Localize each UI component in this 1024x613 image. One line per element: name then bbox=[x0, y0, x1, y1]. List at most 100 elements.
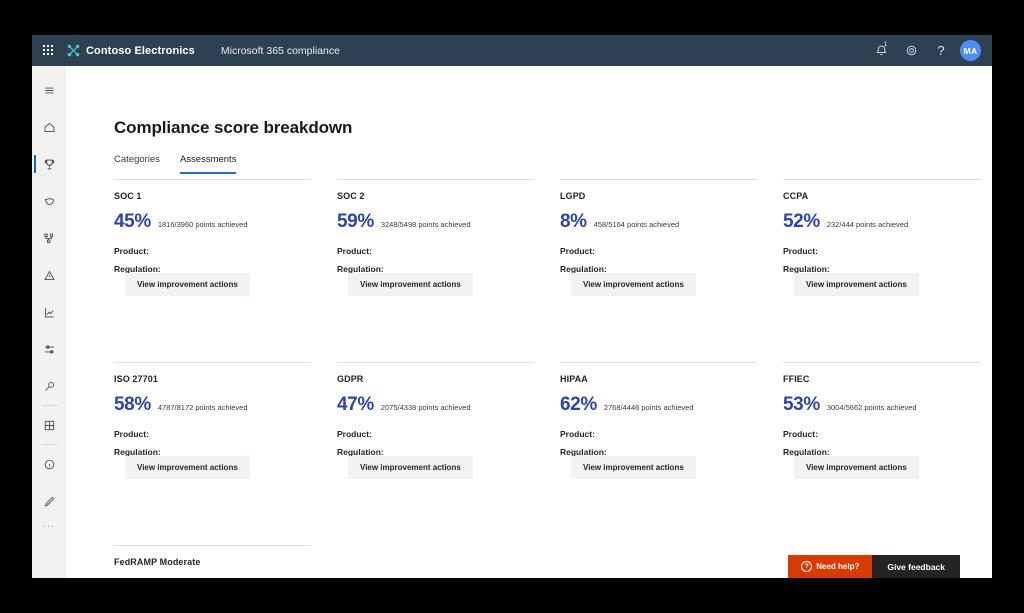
score-row: 58% 4787/8172 points achieved bbox=[114, 394, 311, 416]
tab-assessments[interactable]: Assessments bbox=[179, 154, 237, 174]
tab-strip: Categories Assessments bbox=[114, 154, 237, 174]
sidebar-item-alerts[interactable] bbox=[32, 261, 66, 289]
assessment-card: LGPD 8% 458/5164 points achieved Product… bbox=[560, 179, 757, 362]
assessment-name: LGPD bbox=[560, 191, 586, 201]
need-help-label: Need help? bbox=[816, 562, 860, 571]
assessment-name: CCPA bbox=[783, 191, 809, 201]
score-points: 4787/8172 points achieved bbox=[157, 403, 248, 412]
view-improvement-actions-button[interactable]: View improvement actions bbox=[125, 273, 250, 296]
feedback-bar: ? Need help? Give feedback bbox=[788, 555, 960, 578]
sidebar-item-apps-grid[interactable] bbox=[32, 411, 66, 439]
view-improvement-actions-button[interactable]: View improvement actions bbox=[571, 456, 696, 479]
sidebar-item-shield[interactable] bbox=[32, 187, 66, 215]
suite-bar-actions: 1 ? MA bbox=[866, 35, 992, 66]
tab-categories[interactable]: Categories bbox=[114, 154, 160, 165]
assessment-card: SOC 1 45% 1816/3960 points achieved Prod… bbox=[114, 179, 311, 362]
gear-icon[interactable] bbox=[896, 35, 926, 66]
product-label: Product: bbox=[560, 246, 595, 256]
score-row: 78% 14232/18144 points achieved bbox=[114, 577, 311, 578]
page-title: Compliance score breakdown bbox=[114, 118, 353, 137]
score-row: 52% 232/444 points achieved bbox=[783, 211, 980, 233]
assessment-card: GDPR 47% 2075/4338 points achieved Produ… bbox=[337, 362, 534, 545]
view-improvement-actions-button[interactable]: View improvement actions bbox=[571, 273, 696, 296]
regulation-label: Regulation: bbox=[783, 447, 830, 457]
view-improvement-actions-button[interactable]: View improvement actions bbox=[794, 456, 919, 479]
bell-icon[interactable]: 1 bbox=[866, 35, 896, 66]
sidebar-item-info[interactable] bbox=[32, 450, 66, 478]
assessment-name: ISO 27701 bbox=[114, 374, 158, 384]
score-row: 59% 3248/5498 points achieved bbox=[337, 211, 534, 233]
regulation-label: Regulation: bbox=[560, 264, 607, 274]
notification-badge: 1 bbox=[884, 42, 888, 48]
sidebar-more-button[interactable]: ··· bbox=[42, 520, 56, 532]
score-row: 53% 3004/5662 points achieved bbox=[783, 394, 980, 416]
product-label: Product: bbox=[337, 246, 372, 256]
score-percent: 52% bbox=[783, 211, 820, 232]
score-points: 458/5164 points achieved bbox=[593, 220, 680, 229]
help-label: ? bbox=[937, 43, 945, 58]
avatar[interactable]: MA bbox=[960, 40, 981, 61]
sidebar-item-solutions[interactable] bbox=[32, 224, 66, 252]
score-points: 2768/4446 points achieved bbox=[603, 403, 694, 412]
sidebar-item-settings-sliders[interactable] bbox=[32, 335, 66, 363]
score-percent: 53% bbox=[783, 394, 820, 415]
regulation-label: Regulation: bbox=[114, 264, 161, 274]
score-percent: 59% bbox=[337, 211, 374, 232]
score-points: 2075/4338 points achieved bbox=[380, 403, 471, 412]
sidebar-item-compliance-score[interactable] bbox=[32, 150, 66, 178]
help-icon[interactable]: ? bbox=[926, 35, 956, 66]
score-points: 1816/3960 points achieved bbox=[157, 220, 248, 229]
view-improvement-actions-button[interactable]: View improvement actions bbox=[794, 273, 919, 296]
contoso-logo-icon bbox=[67, 44, 80, 57]
give-feedback-button[interactable]: Give feedback bbox=[872, 555, 960, 578]
score-points: 232/444 points achieved bbox=[826, 220, 909, 229]
product-label: Product: bbox=[783, 429, 818, 439]
view-improvement-actions-button[interactable]: View improvement actions bbox=[125, 456, 250, 479]
assessment-card: SOC 2 59% 3248/5498 points achieved Prod… bbox=[337, 179, 534, 362]
assessment-name: FedRAMP Moderate bbox=[114, 557, 201, 567]
regulation-label: Regulation: bbox=[783, 264, 830, 274]
score-points: 3004/5662 points achieved bbox=[826, 403, 917, 412]
brand-name[interactable]: Contoso Electronics bbox=[86, 44, 195, 57]
score-percent: 45% bbox=[114, 211, 151, 232]
hamburger-menu-icon[interactable] bbox=[32, 76, 66, 104]
score-row: 45% 1816/3960 points achieved bbox=[114, 211, 311, 233]
score-percent: 58% bbox=[114, 394, 151, 415]
need-help-button[interactable]: ? Need help? bbox=[788, 555, 873, 578]
regulation-label: Regulation: bbox=[337, 447, 384, 457]
view-improvement-actions-button[interactable]: View improvement actions bbox=[348, 456, 473, 479]
assessment-card: HIPAA 62% 2768/4446 points achieved Prod… bbox=[560, 362, 757, 545]
score-percent: 8% bbox=[560, 211, 587, 232]
assessment-card: ISO 27701 58% 4787/8172 points achieved … bbox=[114, 362, 311, 545]
regulation-label: Regulation: bbox=[337, 264, 384, 274]
regulation-label: Regulation: bbox=[114, 447, 161, 457]
score-row: 47% 2075/4338 points achieved bbox=[337, 394, 534, 416]
assessment-card-grid: SOC 1 45% 1816/3960 points achieved Prod… bbox=[114, 179, 992, 578]
score-percent: 62% bbox=[560, 394, 597, 415]
regulation-label: Regulation: bbox=[560, 447, 607, 457]
app-name[interactable]: Microsoft 365 compliance bbox=[220, 44, 340, 57]
assessment-card: FedRAMP Moderate 78% 14232/18144 points … bbox=[114, 545, 311, 578]
app-launcher-icon[interactable] bbox=[43, 44, 55, 57]
product-label: Product: bbox=[114, 246, 149, 256]
assessment-card: FFIEC 53% 3004/5662 points achieved Prod… bbox=[783, 362, 980, 545]
product-label: Product: bbox=[337, 429, 372, 439]
nav-divider-2 bbox=[40, 444, 57, 445]
view-improvement-actions-button[interactable]: View improvement actions bbox=[348, 273, 473, 296]
score-percent: 47% bbox=[337, 394, 374, 415]
product-label: Product: bbox=[560, 429, 595, 439]
sidebar-item-home[interactable] bbox=[32, 113, 66, 141]
app-window: Contoso Electronics Microsoft 365 compli… bbox=[32, 35, 992, 578]
left-nav-rail: ··· bbox=[32, 66, 66, 578]
suite-header-bar: Contoso Electronics Microsoft 365 compli… bbox=[32, 35, 992, 66]
sidebar-item-reports[interactable] bbox=[32, 298, 66, 326]
sidebar-item-edit[interactable] bbox=[32, 487, 66, 515]
assessment-name: SOC 1 bbox=[114, 191, 142, 201]
score-row: 62% 2768/4446 points achieved bbox=[560, 394, 757, 416]
nav-divider bbox=[40, 405, 57, 406]
score-percent: 78% bbox=[114, 577, 151, 578]
sidebar-item-search[interactable] bbox=[32, 372, 66, 400]
score-points: 3248/5498 points achieved bbox=[380, 220, 471, 229]
main-content: Compliance score breakdown Categories As… bbox=[66, 66, 992, 578]
product-label: Product: bbox=[783, 246, 818, 256]
